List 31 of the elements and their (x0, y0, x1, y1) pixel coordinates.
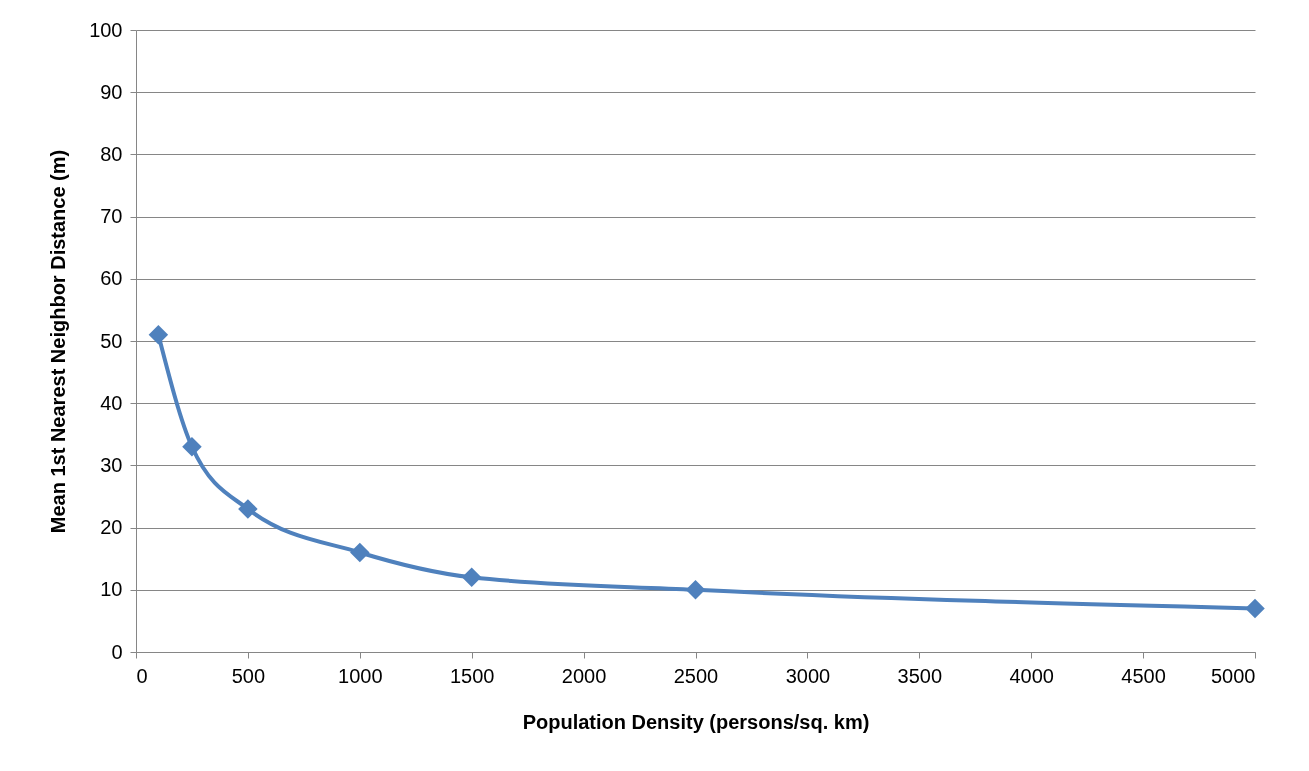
point (182, 436, 202, 457)
point (238, 499, 258, 519)
y-tick-label: 60 (100, 267, 123, 290)
y-tick-label: 0 (111, 640, 123, 663)
point (461, 567, 482, 588)
x-tick-label: 2000 (561, 664, 607, 687)
y-tick-label: 40 (100, 391, 123, 414)
x-tick-label: 1500 (449, 664, 495, 687)
x-tick-label: 2500 (673, 664, 719, 687)
x-tick-label: 4000 (1009, 664, 1054, 687)
y-tick-label: 50 (100, 329, 123, 352)
point (350, 542, 370, 563)
x-tick-label: 3000 (785, 664, 831, 687)
x-tick-label: 1000 (338, 664, 383, 687)
y-tick-label: 30 (100, 453, 123, 476)
y-tick-label: 80 (100, 142, 123, 165)
point (1245, 598, 1265, 619)
y-axis-title: Mean 1st Nearest Neighbor Distance (m) (47, 149, 70, 534)
y-tick-label: 10 (100, 578, 123, 601)
x-tick-label: 500 (231, 664, 266, 687)
y-tick-label: 20 (100, 516, 123, 539)
y-tick-label: 100 (89, 18, 123, 41)
y-tick-label: 70 (100, 205, 123, 228)
point (148, 325, 169, 345)
x-axis-title: Population Density (persons/sq. km) (522, 710, 870, 733)
x-tick-label: 4500 (1121, 664, 1166, 687)
x-tick-label: 0 (136, 664, 148, 687)
point (685, 580, 706, 600)
x-tick-label: 5000 (1211, 664, 1256, 687)
y-tick-label: 90 (100, 80, 123, 103)
x-tick-label: 3500 (897, 664, 943, 687)
